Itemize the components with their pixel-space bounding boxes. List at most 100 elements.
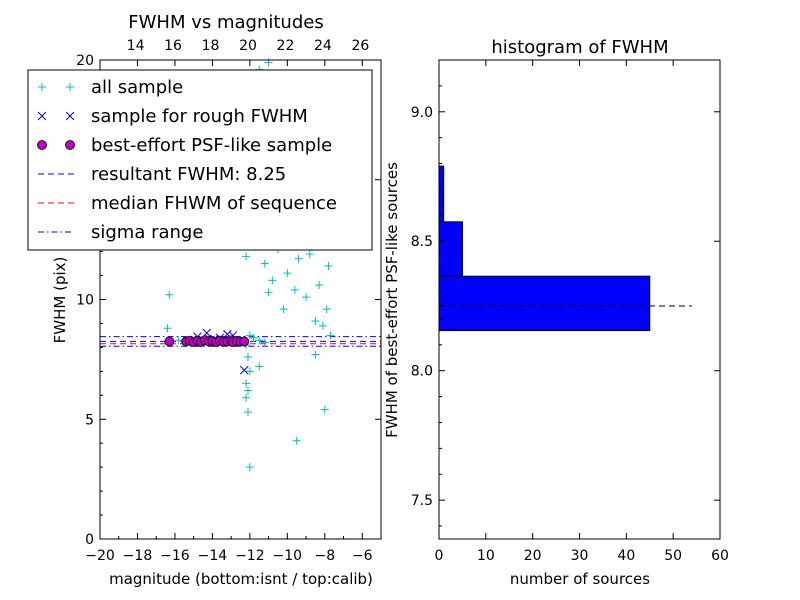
x-tick-label: −8 [314, 548, 335, 564]
histogram-bar [438, 165, 445, 223]
data-point [163, 324, 172, 333]
legend-label: median FHWM of sequence [91, 193, 337, 214]
top-tick-label: 22 [277, 38, 295, 54]
scatter-ylabel: FWHM (pix) [51, 257, 69, 344]
x-tick-label: 10 [477, 548, 495, 564]
legend-marker [65, 140, 75, 150]
top-tick-label: 26 [351, 38, 369, 54]
data-point [255, 362, 264, 371]
legend-marker [66, 83, 74, 91]
y-tick-label: 10 [76, 293, 94, 309]
legend-item: median FHWM of sequence [38, 193, 337, 214]
y-tick-label: 20 [76, 53, 94, 69]
legend-item: best-effort PSF-like sample [37, 135, 332, 156]
top-tick-label: 16 [164, 38, 182, 54]
data-point [239, 336, 250, 347]
legend-label: best-effort PSF-like sample [91, 135, 332, 156]
y-tick-label: 9.0 [411, 105, 433, 121]
data-point [311, 317, 320, 326]
x-tick-label: −6 [352, 548, 373, 564]
x-tick-label: −10 [273, 548, 303, 564]
histogram-title: histogram of FWHM [491, 37, 668, 58]
y-tick-label: 5 [85, 412, 94, 428]
top-tick-label: 20 [239, 38, 257, 54]
x-tick-label: −16 [160, 548, 190, 564]
top-tick-label: 18 [202, 38, 220, 54]
series-circle [164, 335, 250, 348]
x-tick-label: 40 [617, 548, 635, 564]
histogram-frame [438, 59, 721, 540]
data-point [264, 288, 273, 297]
legend-marker [38, 83, 46, 91]
data-point [326, 331, 335, 340]
data-point [243, 408, 252, 417]
data-point [283, 269, 292, 278]
scatter-xlabel: magnitude (bottom:isnt / top:calib) [109, 570, 373, 588]
data-point [242, 252, 251, 261]
data-point [243, 352, 252, 361]
legend-marker [65, 111, 75, 121]
data-point [164, 336, 175, 347]
data-point [292, 436, 301, 445]
data-point [302, 293, 311, 302]
y-tick-label: 8.0 [411, 364, 433, 380]
x-tick-label: −18 [123, 548, 153, 564]
histogram-marks [438, 165, 692, 332]
data-point [260, 338, 269, 347]
data-point [318, 321, 327, 330]
y-tick-label: 7.5 [411, 493, 433, 509]
data-point [243, 386, 252, 395]
y-tick-label: 8.5 [411, 234, 433, 250]
data-point [245, 367, 254, 376]
legend-label: resultant FWHM: 8.25 [91, 164, 286, 185]
legend-label: sample for rough FWHM [91, 106, 308, 127]
histogram-ylabel: FWHM of best-effort PSF-like sources [383, 162, 401, 438]
data-point [165, 290, 174, 299]
data-point [290, 285, 299, 294]
data-point [242, 393, 251, 402]
top-tick-label: 24 [314, 38, 332, 54]
legend-label: sigma range [91, 222, 203, 243]
legend-box [27, 69, 373, 251]
data-point [245, 463, 254, 472]
data-point [324, 261, 333, 270]
data-point [255, 336, 264, 345]
data-point [322, 305, 331, 314]
data-point [311, 350, 320, 359]
data-point [320, 405, 329, 414]
x-tick-label: −14 [198, 548, 228, 564]
scatter-title: FWHM vs magnitudes [128, 12, 323, 33]
legend-item: resultant FWHM: 8.25 [38, 164, 286, 185]
scatter-marks [100, 58, 381, 472]
scatter-panel: −20−18−16−14−12−10−8−6051015201416182022… [27, 12, 382, 588]
x-tick-label: −12 [235, 548, 265, 564]
data-point [294, 254, 303, 263]
histogram-axes: 0 10 20 30 40 50 60 7.5 8.0 8.5 9.0 [411, 60, 729, 564]
scatter-axes: −20−18−16−14−12−10−8−6051015201416182022… [76, 38, 382, 564]
data-point [268, 276, 277, 285]
legend-items: all sample sample for rough FWHM best-effo… [37, 77, 337, 243]
x-tick-label: 50 [664, 548, 682, 564]
data-point [279, 305, 288, 314]
legend-marker [37, 140, 47, 150]
legend-item: all sample [38, 77, 183, 98]
data-point [315, 281, 324, 290]
histogram-bar [438, 275, 651, 332]
data-point [242, 379, 251, 388]
y-tick-label: 0 [85, 532, 94, 548]
data-point [260, 259, 269, 268]
legend-item: sigma range [38, 222, 203, 243]
legend-label: all sample [91, 77, 183, 98]
legend-item: sample for rough FWHM [37, 106, 308, 127]
data-point [249, 333, 258, 342]
legend-marker [37, 111, 47, 121]
data-point [239, 365, 249, 375]
histogram-bar [438, 221, 463, 277]
x-tick-label: 60 [711, 548, 729, 564]
histogram-xlabel: number of sources [510, 570, 650, 588]
x-tick-label: 20 [524, 548, 542, 564]
x-tick-label: 30 [571, 548, 589, 564]
histogram-panel: 0 10 20 30 40 50 60 7.5 8.0 8.5 9.0 histogram of F… [383, 37, 729, 588]
scatter-frame [99, 59, 382, 540]
